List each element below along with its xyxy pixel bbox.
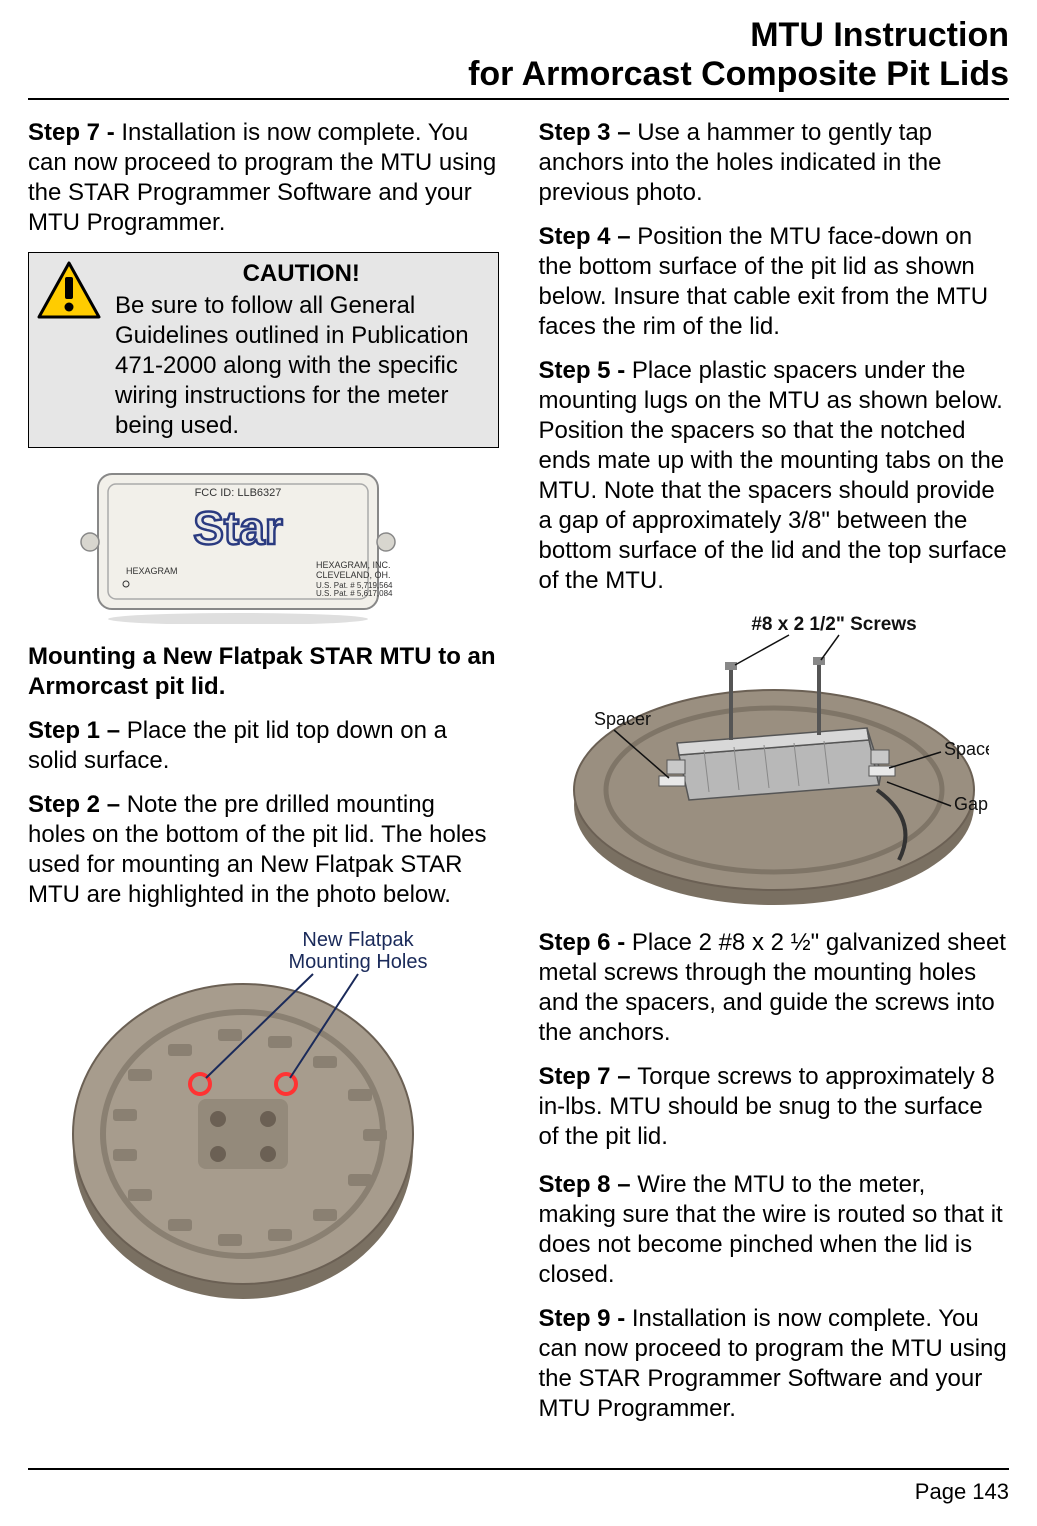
step-text: Place plastic spacers under the mounting… xyxy=(539,357,1007,594)
caution-box: CAUTION! Be sure to follow all General G… xyxy=(28,252,499,448)
page-header: MTU Instruction for Armorcast Composite … xyxy=(28,16,1009,100)
page-number: Page 143 xyxy=(915,1479,1009,1504)
fcc-label: FCC ID: LLB6327 xyxy=(195,487,282,499)
right-step8: Step 8 – Wire the MTU to the meter, maki… xyxy=(539,1170,1010,1290)
header-title: MTU Instruction for Armorcast Composite … xyxy=(28,16,1009,94)
mfg2: CLEVELAND, OH. xyxy=(316,570,391,580)
right-step3: Step 3 – Use a hammer to gently tap anch… xyxy=(539,118,1010,208)
spacer-right-callout: Spacer xyxy=(944,739,989,759)
warning-icon xyxy=(37,259,101,441)
right-column: Step 3 – Use a hammer to gently tap anch… xyxy=(539,118,1010,1438)
step-label: Step 5 - xyxy=(539,357,632,384)
step-label: Step 2 – xyxy=(28,791,127,818)
right-step7: Step 7 – Torque screws to approximately … xyxy=(539,1062,1010,1152)
left-step7: Step 7 - Installation is now complete. Y… xyxy=(28,118,499,238)
gap-callout: Gap xyxy=(954,794,988,814)
right-step5: Step 5 - Place plastic spacers under the… xyxy=(539,356,1010,596)
header-line1: MTU Instruction xyxy=(750,16,1009,54)
left-mfg: HEXAGRAM xyxy=(126,566,178,576)
spacer-left-callout: Spacer xyxy=(594,709,651,729)
step-label: Step 8 – xyxy=(539,1171,638,1198)
step-label: Step 9 - xyxy=(539,1305,632,1332)
screws-callout: #8 x 2 1/2" Screws xyxy=(751,614,916,635)
right-step4: Step 4 – Position the MTU face-down on t… xyxy=(539,222,1010,342)
pat2: U.S. Pat. # 5,617,084 xyxy=(316,589,393,598)
step-label: Step 7 – xyxy=(539,1063,638,1090)
caution-body: Be sure to follow all General Guidelines… xyxy=(115,291,488,441)
step-label: Step 3 – xyxy=(539,119,638,146)
flatpak-callout-l2: Mounting Holes xyxy=(289,951,428,973)
page-footer: Page 143 xyxy=(28,1468,1009,1506)
flatpak-callout-l1: New Flatpak xyxy=(302,929,414,951)
caution-text-block: CAUTION! Be sure to follow all General G… xyxy=(115,259,488,441)
content-columns: Step 7 - Installation is now complete. Y… xyxy=(28,118,1009,1438)
step-label: Step 4 – xyxy=(539,223,638,250)
brand-text: Star xyxy=(193,502,283,554)
star-device-figure: FCC ID: LLB6327 Star HEXAGRAM HEXAGRAM, … xyxy=(78,464,398,624)
left-column: Step 7 - Installation is now complete. Y… xyxy=(28,118,499,1438)
header-line2: for Armorcast Composite Pit Lids xyxy=(468,55,1009,93)
right-step6: Step 6 - Place 2 #8 x 2 ½" galvanized sh… xyxy=(539,928,1010,1048)
right-step9: Step 9 - Installation is now complete. Y… xyxy=(539,1304,1010,1424)
flatpak-holes-figure: New Flatpak Mounting Holes xyxy=(68,924,448,1304)
step-label: Step 1 – xyxy=(28,717,127,744)
step-label: Step 6 - xyxy=(539,929,632,956)
left-step1: Step 1 – Place the pit lid top down on a… xyxy=(28,716,499,776)
step-label: Step 7 - xyxy=(28,119,121,146)
mounting-section-title: Mounting a New Flatpak STAR MTU to an Ar… xyxy=(28,642,499,702)
caution-title: CAUTION! xyxy=(115,259,488,289)
left-step2: Step 2 – Note the pre drilled mounting h… xyxy=(28,790,499,910)
mfg1: HEXAGRAM, INC. xyxy=(316,560,391,570)
spacer-figure: #8 x 2 1/2" Screws xyxy=(559,610,989,910)
